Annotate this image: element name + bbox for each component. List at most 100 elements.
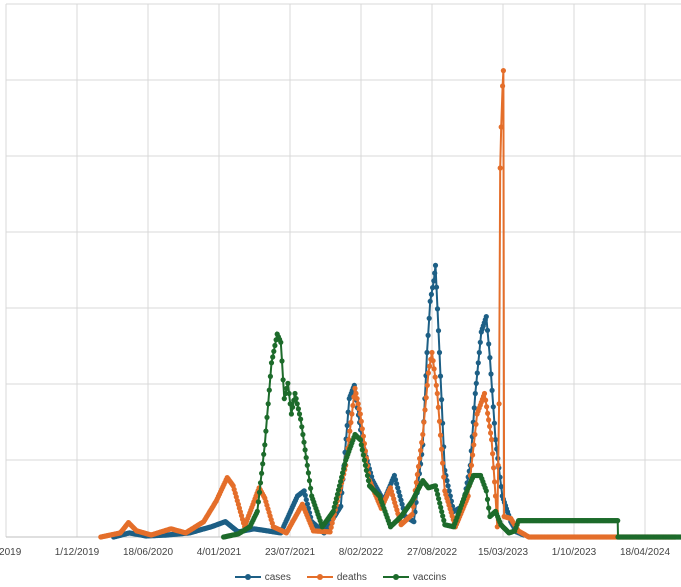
data-point-vaccins	[434, 487, 440, 493]
data-point-vaccins	[271, 348, 277, 354]
data-point-vaccins	[362, 462, 368, 468]
data-point-deaths	[421, 419, 427, 425]
data-point-deaths	[500, 83, 506, 89]
data-point-cases	[483, 314, 489, 320]
legend-item-deaths: deaths	[306, 571, 367, 583]
data-point-deaths	[436, 418, 443, 424]
data-point-deaths	[350, 402, 356, 409]
data-point-cases	[491, 420, 497, 426]
data-point-vaccins	[358, 442, 364, 448]
data-point-vaccins	[290, 404, 296, 410]
x-tick-label: 1/10/2023	[552, 547, 597, 558]
data-point-vaccins	[301, 439, 307, 445]
data-point-cases	[394, 481, 400, 487]
data-point-deaths	[356, 406, 362, 412]
data-point-cases	[436, 349, 443, 356]
legend-label: vaccins	[412, 571, 447, 583]
data-point-cases	[391, 472, 397, 479]
data-point-vaccins	[288, 411, 294, 417]
data-point-cases	[397, 493, 403, 499]
data-point-cases	[477, 339, 483, 345]
data-point-vaccins	[334, 491, 341, 497]
data-point-deaths	[347, 428, 353, 434]
data-point-cases	[434, 306, 441, 312]
data-point-deaths	[328, 524, 334, 531]
data-point-deaths	[417, 455, 423, 462]
data-point-cases	[433, 284, 440, 290]
data-point-cases	[369, 474, 375, 480]
data-point-deaths	[491, 465, 497, 471]
data-point-deaths	[358, 418, 364, 424]
data-point-deaths	[440, 460, 446, 466]
data-point-deaths	[435, 404, 441, 410]
data-point-deaths	[418, 447, 424, 454]
data-point-deaths	[431, 366, 437, 372]
grid	[5, 3, 681, 538]
data-point-vaccins	[361, 457, 367, 463]
data-point-deaths	[489, 437, 495, 443]
data-point-deaths	[497, 165, 503, 171]
series-line-deaths	[100, 70, 676, 538]
legend-swatch-cases	[234, 574, 261, 580]
legend-swatch-vaccins	[382, 574, 409, 580]
data-point-deaths	[437, 432, 444, 438]
data-point-deaths	[424, 382, 430, 388]
data-point-vaccins	[484, 496, 491, 502]
data-point-cases	[484, 327, 491, 333]
data-point-cases	[304, 501, 310, 507]
data-point-cases	[473, 380, 479, 386]
data-point-vaccins	[364, 472, 371, 479]
x-tick-label: 27/08/2022	[407, 547, 457, 558]
data-point-vaccins	[256, 489, 263, 495]
data-point-vaccins	[357, 437, 363, 443]
data-point-cases	[492, 437, 499, 443]
data-point-vaccins	[281, 396, 287, 402]
data-point-vaccins	[340, 470, 346, 476]
data-point-vaccins	[432, 483, 439, 489]
legend-label: deaths	[336, 571, 367, 583]
data-point-deaths	[349, 411, 355, 417]
data-point-deaths	[500, 68, 506, 74]
data-point-deaths	[355, 401, 361, 407]
data-point-vaccins	[486, 505, 492, 511]
data-point-deaths	[488, 430, 494, 436]
data-point-deaths	[420, 431, 426, 438]
data-point-vaccins	[278, 339, 284, 345]
data-point-vaccins	[306, 478, 313, 484]
data-point-vaccins	[359, 447, 365, 453]
data-point-vaccins	[336, 483, 343, 489]
data-point-vaccins	[270, 354, 276, 360]
data-point-deaths	[486, 417, 492, 423]
data-point-vaccins	[272, 342, 278, 349]
data-point-deaths	[498, 124, 504, 130]
data-point-cases	[425, 332, 431, 338]
data-point-vaccins	[333, 496, 339, 502]
data-point-cases	[338, 503, 344, 509]
data-point-vaccins	[300, 431, 306, 438]
data-point-deaths	[327, 529, 333, 535]
data-point-vaccins	[282, 390, 289, 397]
data-point-vaccins	[436, 496, 442, 502]
data-point-vaccins	[262, 442, 268, 448]
data-point-cases	[398, 497, 404, 503]
data-point-vaccins	[286, 390, 292, 397]
data-point-vaccins	[303, 455, 309, 461]
data-point-vaccins	[438, 504, 444, 510]
data-point-cases	[472, 390, 478, 397]
data-point-vaccins	[341, 466, 347, 472]
data-point-cases	[431, 278, 437, 284]
x-tick-label: 18/04/2024	[620, 547, 670, 558]
data-point-cases	[432, 270, 438, 276]
data-point-vaccins	[339, 474, 345, 480]
data-point-vaccins	[280, 377, 286, 383]
data-point-vaccins	[441, 517, 447, 524]
data-point-deaths	[495, 462, 501, 468]
data-point-vaccins	[304, 462, 310, 468]
data-point-vaccins	[266, 387, 272, 393]
data-point-deaths	[441, 474, 447, 480]
data-point-cases	[490, 404, 496, 410]
data-point-vaccins	[263, 428, 269, 434]
data-point-vaccins	[255, 499, 261, 505]
data-point-vaccins	[294, 401, 300, 407]
